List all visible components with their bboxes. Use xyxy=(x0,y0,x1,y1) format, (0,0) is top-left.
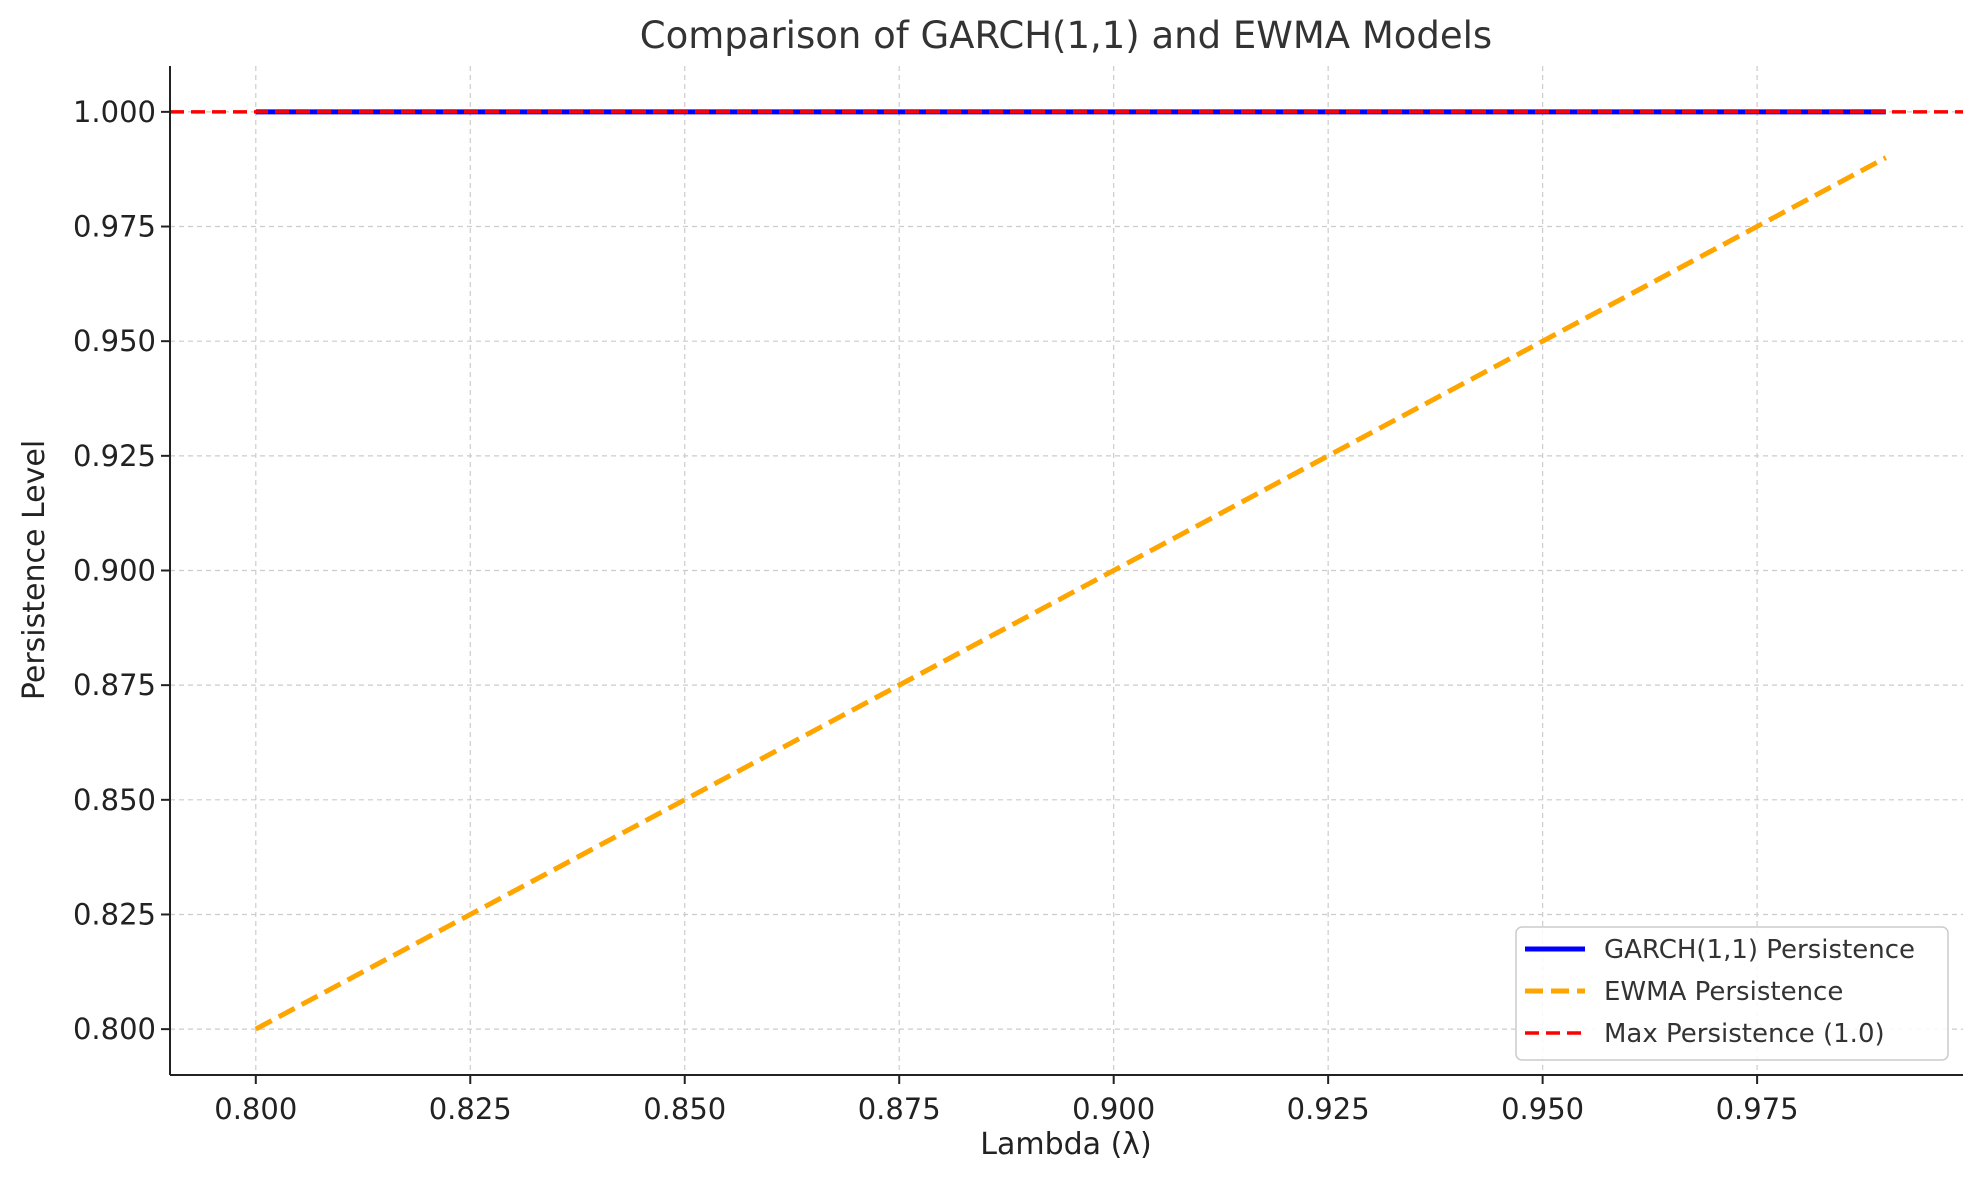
y-tick-label: 0.925 xyxy=(73,439,156,473)
y-tick-label: 0.875 xyxy=(73,668,156,702)
x-tick-label: 0.800 xyxy=(214,1092,297,1126)
x-axis-title: Lambda (λ) xyxy=(980,1127,1152,1162)
legend-label-garch: GARCH(1,1) Persistence xyxy=(1604,935,1915,965)
y-axis-title: Persistence Level xyxy=(17,440,52,700)
x-tick-label: 0.825 xyxy=(429,1092,512,1126)
x-tick-label: 0.925 xyxy=(1287,1092,1370,1126)
x-tick-label: 0.950 xyxy=(1501,1092,1584,1126)
legend-label-ewma: EWMA Persistence xyxy=(1604,977,1843,1007)
plot-series xyxy=(170,109,1963,1032)
legend-label-max: Max Persistence (1.0) xyxy=(1604,1019,1885,1049)
ticks: 0.800 0.825 0.850 0.875 0.900 0.925 0.950 0.975… xyxy=(73,95,1799,1126)
chart-title: Comparison of GARCH(1,1) and EWMA Models xyxy=(640,14,1492,57)
y-tick-label: 1.000 xyxy=(73,95,156,129)
series-line-ewma-persistence xyxy=(254,155,1887,1032)
y-tick-label: 0.825 xyxy=(73,897,156,931)
x-tick-label: 0.875 xyxy=(858,1092,941,1126)
x-tick-label: 0.850 xyxy=(643,1092,726,1126)
y-tick-label: 0.975 xyxy=(73,210,156,244)
y-tick-label: 0.950 xyxy=(73,324,156,358)
y-tick-label: 0.850 xyxy=(73,783,156,817)
x-tick-label: 0.975 xyxy=(1716,1092,1799,1126)
legend-box xyxy=(1515,926,1949,1061)
x-tick-label: 0.900 xyxy=(1072,1092,1155,1126)
y-tick-label: 0.800 xyxy=(73,1012,156,1046)
legend: GARCH(1,1) Persistence EWMA Persistence … xyxy=(1515,926,1949,1061)
y-tick-label: 0.900 xyxy=(73,554,156,588)
grid xyxy=(170,66,1963,1075)
